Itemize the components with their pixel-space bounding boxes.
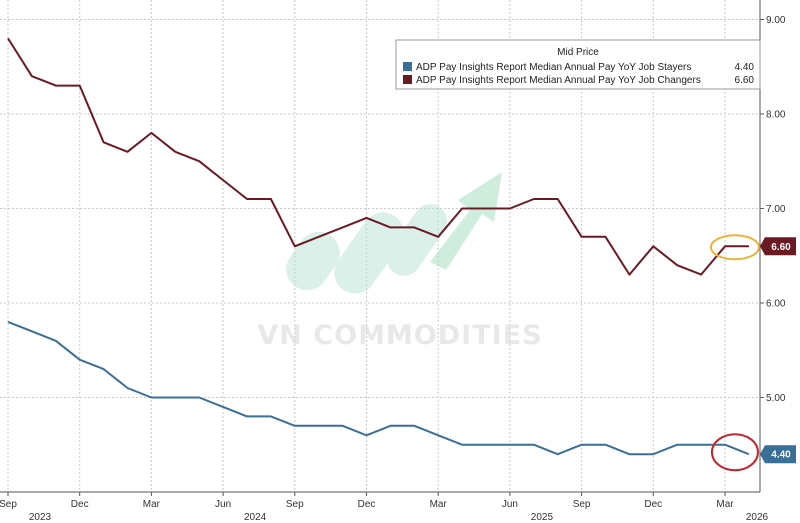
series-line-job-stayers (7, 320, 750, 456)
watermark-logo: VN COMMODITIES (257, 172, 542, 351)
x-tick-label: Mar (430, 499, 448, 510)
legend-label-job-changers: ADP Pay Insights Report Median Annual Pa… (416, 75, 701, 86)
annotations (709, 234, 760, 472)
highlight-circle-job-stayers (710, 433, 759, 472)
x-tick-label: Dec (71, 499, 89, 510)
x-year-label: 2025 (531, 512, 554, 523)
legend: Mid Price ADP Pay Insights Report Median… (395, 39, 761, 90)
series (7, 37, 750, 456)
x-year-label: 2026 (746, 512, 769, 523)
grid (0, 0, 760, 492)
y-tick-label: 9.00 (766, 15, 786, 26)
legend-label-job-stayers: ADP Pay Insights Report Median Annual Pa… (416, 62, 691, 73)
y-tick-label: 8.00 (766, 109, 786, 120)
x-tick-label: Dec (358, 499, 376, 510)
watermark-arrow (430, 172, 502, 270)
series-line-job-changers (7, 37, 749, 276)
x-tick-label: Sep (0, 499, 17, 510)
badge-job-stayers: 4.40 (760, 445, 796, 464)
badge-shape (760, 445, 796, 464)
x-tick-label: Jun (215, 499, 231, 510)
watermark-bar-1 (286, 231, 340, 291)
legend-value-job-changers: 6.60 (735, 75, 755, 86)
x-year-label: 2023 (29, 512, 52, 523)
last-value-badges: 6.60 4.40 (760, 237, 796, 464)
y-tick-label: 6.00 (766, 298, 786, 309)
watermark-text: VN COMMODITIES (257, 320, 542, 351)
highlight-circle-job-changers (709, 234, 760, 261)
badge-value: 6.60 (771, 242, 791, 253)
legend-swatch-job-stayers (403, 62, 412, 71)
badge-value: 4.40 (771, 450, 791, 461)
watermark-bar-2 (334, 212, 404, 294)
badge-shape (760, 237, 796, 256)
watermark-bar-3 (386, 204, 448, 276)
x-tick-label: Dec (644, 499, 662, 510)
legend-box (395, 39, 761, 90)
x-tick-label: Mar (716, 499, 734, 510)
legend-swatch-job-changers (403, 75, 412, 84)
y-tick-label: 7.00 (766, 204, 786, 215)
x-tick-label: Jun (502, 499, 518, 510)
x-tick-label: Sep (573, 499, 591, 510)
y-tick-label: 5.00 (766, 393, 786, 404)
legend-title: Mid Price (557, 47, 599, 58)
x-year-label: 2024 (244, 512, 267, 523)
badge-job-changers: 6.60 (760, 237, 796, 256)
x-tick-label: Mar (143, 499, 161, 510)
x-tick-label: Sep (286, 499, 304, 510)
legend-value-job-stayers: 4.40 (735, 62, 755, 73)
